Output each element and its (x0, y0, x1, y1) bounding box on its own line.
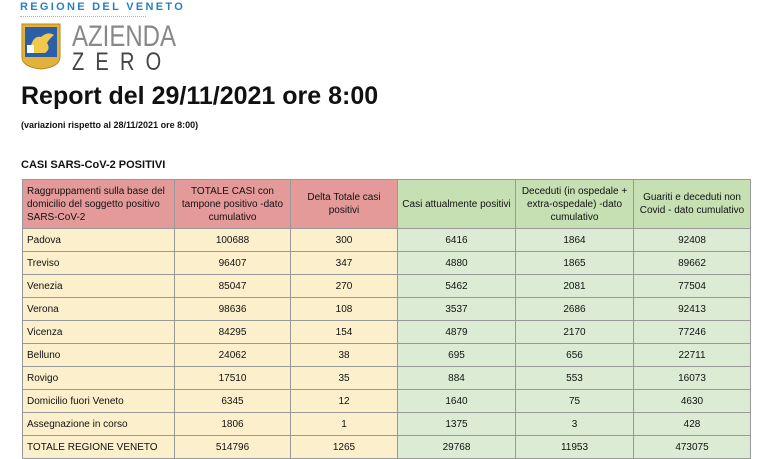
lion-shield-logo (21, 23, 61, 70)
table-cell: 16073 (633, 366, 751, 390)
table-cell: 4879 (397, 320, 516, 344)
table-cell: Padova (22, 228, 175, 252)
table-cell: 1806 (174, 412, 291, 436)
table-cell: 1375 (397, 412, 516, 436)
table-cell: 473075 (633, 435, 751, 459)
table-row: Treviso 96407 347 4880 1865 89662 (22, 251, 751, 275)
table-cell: Treviso (22, 251, 175, 275)
table-cell: 270 (290, 274, 398, 298)
table-row: TOTALE REGIONE VENETO 514796 1265 29768 1195… (22, 435, 751, 459)
table-cell: 98636 (174, 297, 291, 321)
column-header: Deceduti (in ospedale + extra-ospedale) … (515, 179, 634, 229)
table-row: Assegnazione in corso 1806 1 1375 3 428 (22, 412, 751, 436)
table-cell: 4630 (633, 389, 751, 413)
table-cell: 656 (515, 343, 634, 367)
table-cell: 108 (290, 297, 398, 321)
table-cell: 17510 (174, 366, 291, 390)
table-cell: TOTALE REGIONE VENETO (22, 435, 175, 459)
table-row: Vicenza 84295 154 4879 2170 77246 (22, 320, 751, 344)
table-cell: 1265 (290, 435, 398, 459)
column-header: Raggruppamenti sulla base del domicilio … (22, 179, 175, 229)
table-cell: 5462 (397, 274, 516, 298)
table-cell: 514796 (174, 435, 291, 459)
table-cell: 2170 (515, 320, 634, 344)
table-cell: Venezia (22, 274, 175, 298)
table-cell: 77504 (633, 274, 751, 298)
divider (20, 16, 146, 17)
table-cell: 1865 (515, 251, 634, 275)
page-title: Report del 29/11/2021 ore 8:00 (21, 82, 379, 110)
table-cell: Rovigo (22, 366, 175, 390)
column-header: Guariti e deceduti non Covid - dato cumu… (633, 179, 751, 229)
table-cell: 84295 (174, 320, 291, 344)
table-cell: Belluno (22, 343, 175, 367)
table-cell: 1 (290, 412, 398, 436)
table-cell: 154 (290, 320, 398, 344)
table-cell: 85047 (174, 274, 291, 298)
logo-azienda: AZIENDA (72, 20, 177, 53)
table-cell: 553 (515, 366, 634, 390)
table-cell: 300 (290, 228, 398, 252)
table-cell: 89662 (633, 251, 751, 275)
table-cell: 428 (633, 412, 751, 436)
column-header: Delta Totale casi positivi (290, 179, 398, 229)
table-cell: 3 (515, 412, 634, 436)
table-cell: 92413 (633, 297, 751, 321)
table-cell: 22711 (633, 343, 751, 367)
table-cell: 884 (397, 366, 516, 390)
table-cell: 100688 (174, 228, 291, 252)
table-cell: 29768 (397, 435, 516, 459)
table-cell: 24062 (174, 343, 291, 367)
table-row: Verona 98636 108 3537 2686 92413 (22, 297, 751, 321)
table-cell: 77246 (633, 320, 751, 344)
table-cell: 75 (515, 389, 634, 413)
table-row: Belluno 24062 38 695 656 22711 (22, 343, 751, 367)
table-cell: Domicilio fuori Veneto (22, 389, 175, 413)
column-header: TOTALE CASI con tampone positivo -dato c… (174, 179, 291, 229)
table-cell: 35 (290, 366, 398, 390)
cases-table: Raggruppamenti sulla base del domicilio … (22, 179, 751, 459)
table-cell: 4880 (397, 251, 516, 275)
section-title: CASI SARS-CoV-2 POSITIVI (21, 159, 166, 171)
table-row: Rovigo 17510 35 884 553 16073 (22, 366, 751, 390)
table-cell: 92408 (633, 228, 751, 252)
table-cell: 1864 (515, 228, 634, 252)
region-label: REGIONE DEL VENETO (20, 1, 186, 13)
table-cell: 11953 (515, 435, 634, 459)
table-cell: 695 (397, 343, 516, 367)
table-row: Domicilio fuori Veneto 6345 12 1640 75 4630 (22, 389, 751, 413)
table-cell: 96407 (174, 251, 291, 275)
column-header: Casi attualmente positivi (397, 179, 516, 229)
subtitle: (variazioni rispetto al 28/11/2021 ore 8… (21, 120, 199, 130)
table-row: Padova 100688 300 6416 1864 92408 (22, 228, 751, 252)
table-cell: Assegnazione in corso (22, 412, 175, 436)
table-cell: 3537 (397, 297, 516, 321)
table-cell: 2081 (515, 274, 634, 298)
table-cell: 2686 (515, 297, 634, 321)
table-cell: 347 (290, 251, 398, 275)
table-cell: 12 (290, 389, 398, 413)
table-row: Venezia 85047 270 5462 2081 77504 (22, 274, 751, 298)
table-cell: Verona (22, 297, 175, 321)
table-cell: 6345 (174, 389, 291, 413)
table-cell: 1640 (397, 389, 516, 413)
table-cell: 6416 (397, 228, 516, 252)
logo-zero: ZERO (72, 48, 173, 76)
table-cell: 38 (290, 343, 398, 367)
table-cell: Vicenza (22, 320, 175, 344)
